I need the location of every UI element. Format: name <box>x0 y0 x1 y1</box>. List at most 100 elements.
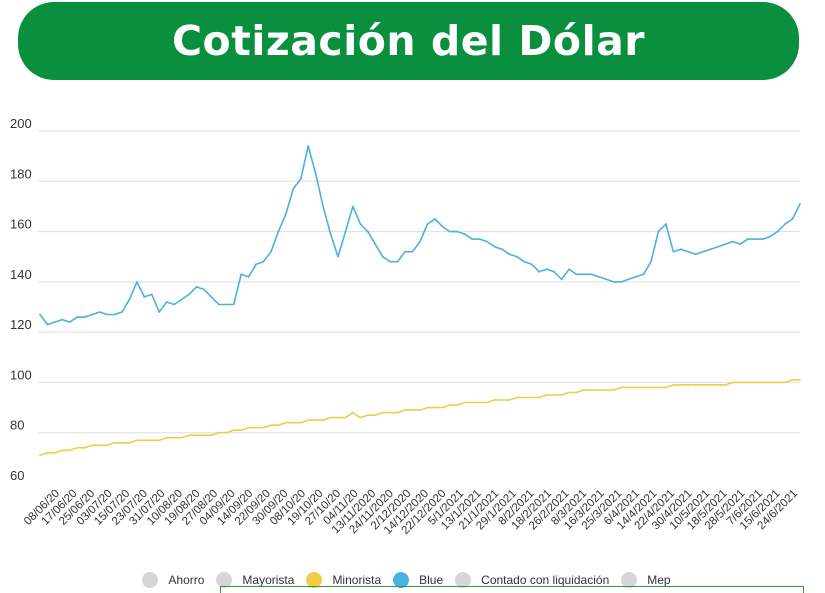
data-point-blue <box>761 238 764 241</box>
data-point-minorista <box>337 416 339 419</box>
data-point-blue <box>448 230 451 233</box>
data-point-blue <box>642 273 645 276</box>
data-point-minorista <box>98 444 101 447</box>
data-point-minorista <box>91 444 94 447</box>
data-point-minorista <box>650 386 652 389</box>
data-point-blue <box>441 225 444 228</box>
data-point-blue <box>217 303 220 306</box>
data-point-minorista <box>635 386 637 389</box>
data-point-minorista <box>39 454 41 457</box>
legend-dot-icon <box>621 572 638 588</box>
data-point-minorista <box>76 446 79 449</box>
legend-label: Minorista <box>332 573 382 587</box>
data-point-blue <box>91 313 94 316</box>
legend-label: Ahorro <box>168 573 205 587</box>
data-point-minorista <box>419 409 421 411</box>
data-point-minorista <box>344 416 347 419</box>
data-point-blue <box>664 223 667 225</box>
data-point-minorista <box>359 416 362 419</box>
data-point-minorista <box>389 411 392 414</box>
data-point-blue <box>150 293 153 296</box>
data-point-blue <box>329 233 332 235</box>
data-point-blue <box>687 250 690 253</box>
data-point-blue <box>68 321 71 323</box>
data-point-blue <box>39 313 41 316</box>
data-point-minorista <box>143 439 146 442</box>
data-point-blue <box>76 316 79 318</box>
data-point-minorista <box>232 429 235 432</box>
y-tick-label: 160 <box>10 217 32 232</box>
data-point-minorista <box>590 389 593 391</box>
data-point-blue <box>583 273 585 276</box>
data-point-minorista <box>441 406 444 409</box>
data-point-minorista <box>553 394 556 396</box>
data-point-blue <box>732 240 734 243</box>
data-point-blue <box>486 240 488 243</box>
data-point-minorista <box>530 396 533 399</box>
legend-item-blue[interactable]: Blue <box>393 572 443 588</box>
data-point-blue <box>277 230 280 233</box>
legend-item-ahorro[interactable]: Ahorro <box>142 572 204 588</box>
data-point-minorista <box>195 434 198 437</box>
y-tick-label: 80 <box>10 418 24 433</box>
data-point-blue <box>709 248 712 251</box>
data-point-minorista <box>687 384 690 386</box>
data-point-blue <box>746 238 749 241</box>
data-point-blue <box>553 270 556 273</box>
data-point-minorista <box>404 409 406 411</box>
data-point-minorista <box>128 441 131 444</box>
data-point-blue <box>240 273 243 276</box>
data-point-minorista <box>769 381 772 384</box>
data-point-blue <box>61 318 64 321</box>
legend-label: Mep <box>647 573 671 587</box>
data-point-minorista <box>501 399 503 401</box>
data-point-minorista <box>106 444 108 447</box>
data-point-minorista <box>150 439 153 442</box>
data-point-blue <box>560 278 563 281</box>
legend-dot-icon <box>142 572 159 588</box>
data-point-minorista <box>754 381 757 384</box>
data-point-blue <box>657 230 660 233</box>
data-point-blue <box>605 278 608 281</box>
data-point-blue <box>255 263 257 266</box>
y-tick-label: 200 <box>10 116 32 131</box>
data-point-blue <box>54 321 56 323</box>
data-point-blue <box>165 301 168 303</box>
data-point-minorista <box>255 426 257 429</box>
legend-item-contado-con-liquidacion[interactable]: Contado con liquidación <box>455 572 609 588</box>
data-point-blue <box>769 235 772 238</box>
data-point-minorista <box>620 386 623 389</box>
data-point-minorista <box>299 421 302 424</box>
data-point-minorista <box>173 436 176 439</box>
data-point-blue <box>389 260 392 263</box>
data-point-blue <box>620 280 623 283</box>
data-point-minorista <box>396 411 399 414</box>
data-point-minorista <box>724 384 727 386</box>
title-banner: Cotización del Dólar <box>18 2 799 80</box>
data-point-blue <box>195 285 198 288</box>
data-point-minorista <box>203 434 205 437</box>
data-point-blue <box>210 296 213 298</box>
data-point-minorista <box>292 421 295 424</box>
data-point-minorista <box>642 386 645 389</box>
data-point-minorista <box>776 381 779 384</box>
data-point-minorista <box>761 381 764 384</box>
y-tick-label: 120 <box>10 317 32 332</box>
data-point-minorista <box>314 419 317 422</box>
data-point-blue <box>314 172 317 175</box>
data-point-blue <box>799 203 801 205</box>
data-point-minorista <box>121 441 123 444</box>
data-point-minorista <box>83 446 86 449</box>
data-point-minorista <box>426 406 429 409</box>
legend-item-mep[interactable]: Mep <box>621 572 671 588</box>
data-point-blue <box>545 268 548 271</box>
data-point-blue <box>791 218 794 220</box>
data-point-minorista <box>448 404 451 406</box>
data-point-blue <box>493 245 496 248</box>
data-point-minorista <box>61 449 64 452</box>
legend-item-minorista[interactable]: Minorista <box>306 572 381 588</box>
data-point-minorista <box>679 384 682 386</box>
data-point-blue <box>106 313 108 316</box>
data-point-blue <box>396 260 399 263</box>
legend-item-mayorista[interactable]: Mayorista <box>216 572 294 588</box>
